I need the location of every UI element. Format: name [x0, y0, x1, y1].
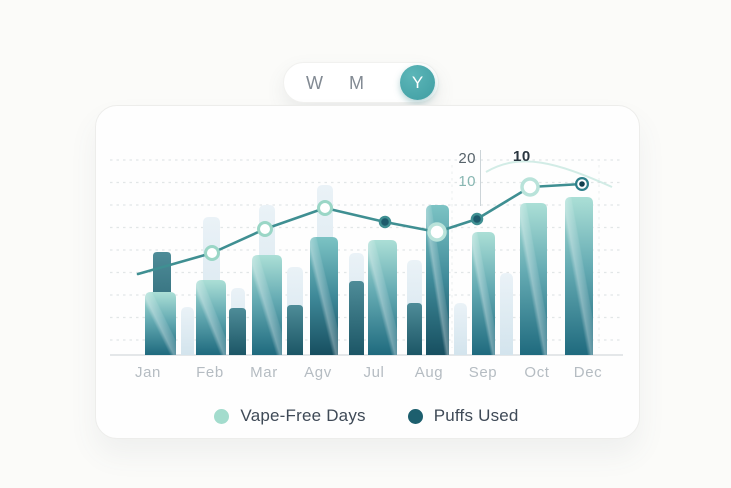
x-axis-label-dec: Dec [573, 364, 603, 381]
toggle-option-m[interactable]: M [349, 72, 364, 93]
y-axis-label-20: 20 [458, 150, 476, 167]
x-axis-label-jan: Jan [135, 364, 161, 381]
legend-item: Puffs Used [407, 406, 519, 426]
toggle-option-y[interactable]: Y [400, 65, 435, 100]
toggle-option-w[interactable]: W [306, 72, 323, 93]
x-axis-label-aug: Aug [414, 364, 444, 381]
legend-swatch-icon [407, 408, 423, 424]
x-axis-label-sep: Sep [468, 364, 498, 381]
legend: Vape-Free Days Puffs Used [95, 406, 638, 426]
legend-item: Vape-Free Days [214, 406, 366, 426]
chart-card [95, 105, 640, 439]
legend-label: Puffs Used [433, 406, 519, 425]
peak-value-label: 10 [513, 148, 531, 165]
y-axis-label-10: 10 [458, 173, 476, 190]
x-axis-labels: Jan Feb Mar Agv Jul Aug Sep Oct Dec [0, 365, 731, 385]
legend-swatch-icon [214, 408, 230, 424]
legend-label: Vape-Free Days [240, 406, 366, 425]
x-axis-label-jul: Jul [363, 364, 385, 381]
x-axis-label-agv: Agv [304, 364, 332, 381]
x-axis-label-mar: Mar [250, 364, 278, 381]
x-axis-label-oct: Oct [524, 364, 550, 381]
x-axis-label-feb: Feb [196, 364, 224, 381]
